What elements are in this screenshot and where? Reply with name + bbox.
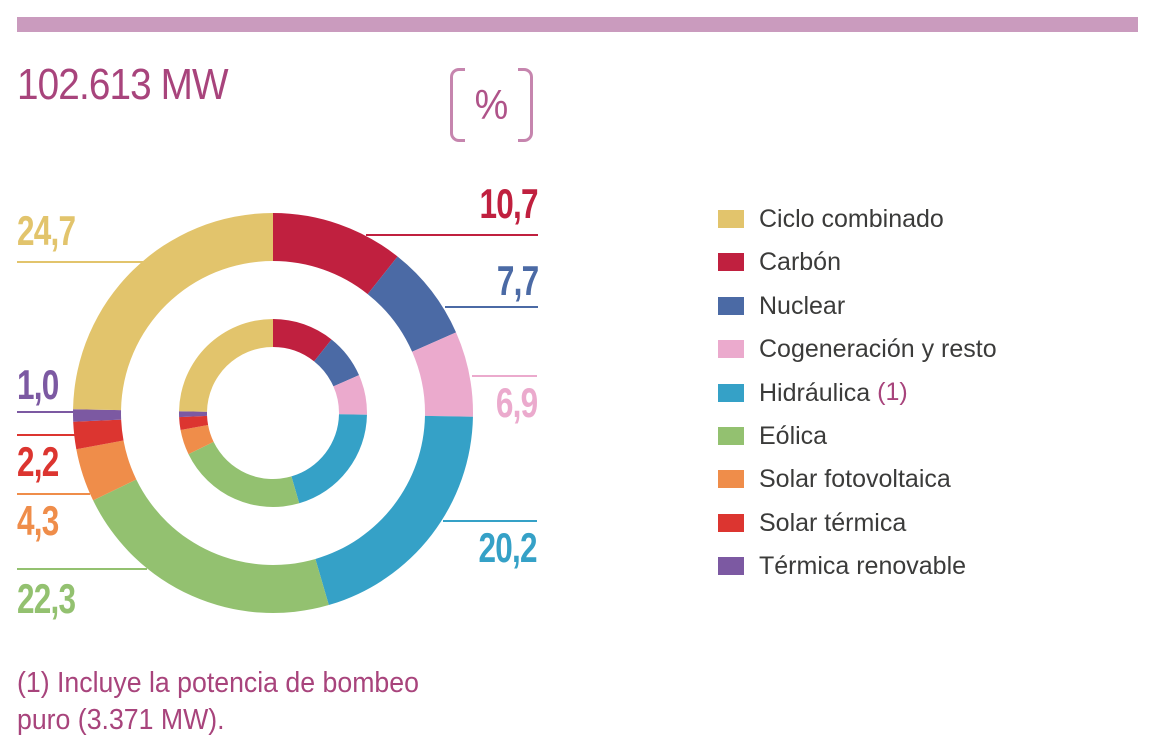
percent-symbol: %: [474, 81, 509, 128]
right-bracket-icon: [518, 68, 533, 142]
legend-item-termica-renovable: Térmica renovable: [718, 552, 997, 581]
legend-item-carbon: Carbón: [718, 248, 997, 277]
donut-inner-segment-termica-renovable: [179, 411, 208, 418]
donut-outer-segment-solar-termica: [73, 419, 124, 450]
callout-leader-line: [472, 375, 537, 377]
callout-carbon: 10,7: [366, 180, 539, 241]
callout-nuclear: 7,7: [445, 257, 539, 314]
legend-swatch: [718, 210, 744, 228]
legend-label: Ciclo combinado: [759, 205, 944, 233]
donut-outer-segment-hidraulica: [315, 415, 473, 606]
donut-outer-segment-nuclear: [367, 256, 457, 352]
callout-value: 4,3: [17, 497, 59, 544]
callout-cogeneracion: 6,9: [472, 375, 538, 431]
donut-outer-segment-solar-fotovoltaica: [76, 440, 137, 501]
callout-leader-line: [17, 411, 75, 413]
legend-label: Térmica renovable: [759, 552, 967, 581]
legend: Ciclo combinado Carbón Nuclear Cogenerac…: [718, 205, 997, 601]
donut-inner-segment-nuclear: [314, 339, 360, 387]
donut-inner-segment-ciclo-combinado: [179, 319, 273, 412]
callout-value: 24,7: [17, 207, 76, 254]
legend-label: Hidráulica: [759, 378, 871, 407]
footnote: (1) Incluye la potencia de bombeo puro (…: [17, 665, 419, 739]
callout-leader-line: [445, 306, 538, 308]
unit-badge: %: [450, 68, 533, 142]
donut-outer-segment-cogeneracion: [412, 332, 473, 417]
chart-title: 102.613 MW: [17, 60, 229, 109]
top-accent-bar: [17, 17, 1138, 32]
callout-hidraulica: 20,2: [443, 520, 538, 576]
callout-solar-fotovoltaica: 4,3: [17, 493, 90, 549]
legend-swatch: [718, 470, 744, 489]
callout-leader-line: [17, 434, 77, 436]
legend-item-eolica: Eólica: [718, 421, 997, 450]
legend-swatch: [718, 513, 744, 532]
donut-inner-segment-solar-termica: [179, 415, 209, 431]
donut-outer-segment-carbon: [273, 213, 398, 295]
callout-solar-termica: 2,2: [17, 434, 77, 490]
donut-inner-segment-carbon: [273, 319, 332, 362]
legend-item-hidraulica: Hidráulica (1): [718, 378, 997, 407]
donut-inner-segment-eolica: [188, 441, 300, 508]
callout-leader-line: [366, 234, 538, 236]
legend-label: Solar fotovoltaica: [759, 465, 951, 494]
callout-value: 10,7: [479, 180, 539, 227]
legend-swatch: [718, 557, 744, 576]
callout-value: 7,7: [496, 257, 538, 304]
callout-value: 20,2: [478, 524, 538, 571]
legend-swatch: [718, 296, 744, 315]
callout-leader-line: [17, 568, 147, 570]
legend-item-ciclo-combinado: Ciclo combinado: [718, 205, 997, 233]
legend-item-solar-fotovoltaica: Solar fotovoltaica: [718, 465, 997, 494]
footnote-line-2: puro (3.371 MW).: [17, 704, 225, 736]
legend-swatch: [718, 340, 744, 359]
donut-outer-segment-termica-renovable: [73, 409, 122, 422]
donut-inner-segment-solar-fotovoltaica: [180, 424, 214, 455]
donut-outer-segment-ciclo-combinado: [73, 213, 273, 411]
legend-label: Carbón: [759, 248, 841, 277]
callout-value: 1,0: [17, 361, 59, 408]
left-bracket-icon: [450, 68, 465, 142]
legend-label: Cogeneración y resto: [759, 335, 997, 364]
legend-item-cogeneracion: Cogeneración y resto: [718, 335, 997, 364]
callout-value: 22,3: [17, 575, 76, 622]
donut-outer-segment-eolica: [93, 479, 329, 614]
callout-leader-line: [17, 261, 143, 263]
legend-swatch: [718, 383, 744, 402]
legend-footnote-ref: (1): [877, 378, 908, 407]
callout-leader-line: [443, 520, 537, 522]
callout-ciclo-combinado: 24,7: [17, 207, 143, 268]
legend-swatch: [718, 253, 744, 272]
donut-inner-segment-hidraulica: [291, 414, 367, 504]
callout-value: 2,2: [17, 438, 59, 485]
legend-label: Nuclear: [759, 291, 846, 320]
legend-swatch: [718, 426, 744, 445]
legend-label: Solar térmica: [759, 508, 907, 537]
legend-item-nuclear: Nuclear: [718, 291, 997, 320]
callout-eolica: 22,3: [17, 568, 147, 628]
footnote-line-1: (1) Incluye la potencia de bombeo: [17, 667, 419, 699]
donut-inner-segment-cogeneracion: [333, 375, 367, 415]
callout-value: 6,9: [495, 379, 537, 426]
legend-item-solar-termica: Solar térmica: [718, 508, 997, 537]
callout-leader-line: [17, 493, 90, 495]
legend-label: Eólica: [759, 421, 828, 450]
callout-termica-renovable: 1,0: [17, 361, 75, 418]
